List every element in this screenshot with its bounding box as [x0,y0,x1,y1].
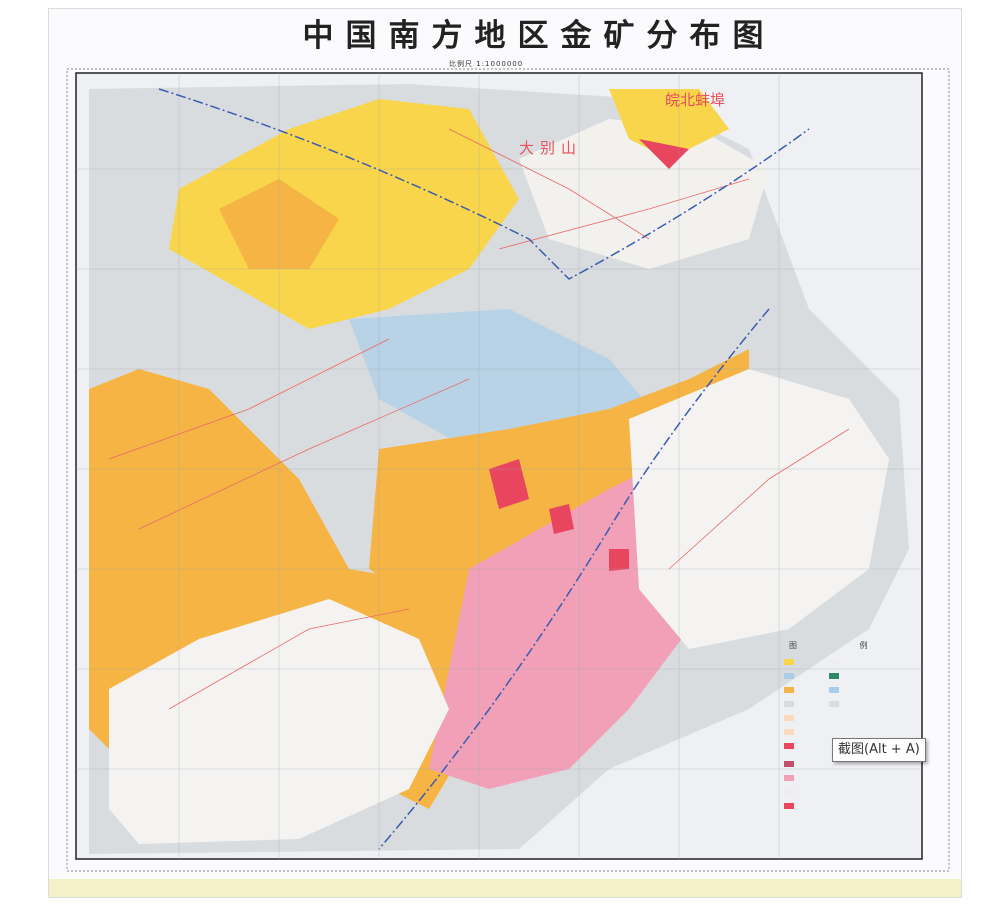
scale-label: 比例尺 1:1000000 [449,60,524,68]
boundary-line [158,88,810,850]
region-yellow-north [169,99,519,329]
screenshot-tooltip: 截图(Alt + A) [832,738,926,762]
map-title: 中国南方地区金矿分布图 [302,18,776,54]
place-label-wanbei-bengbu: 皖北蚌埠 [665,91,726,109]
region-yellow-northeast [609,89,729,159]
region-white-northeast [519,119,769,269]
region-red-spots [489,459,629,571]
place-label-dabieshan: 大别山 [519,139,583,157]
region-red-northeast [639,139,689,169]
scan-bottom-strip [49,879,961,897]
image-viewer: 中国南方地区金矿分布图 比例尺 1:1000000 皖北蚌埠 大别山 图 例 [48,8,962,898]
region-white-southeast [629,369,889,649]
outer-frame [66,68,950,872]
graticule [76,73,922,859]
legend-swatches [784,659,839,809]
gold-deposit-map-image [49,9,961,897]
fault-lines [108,128,850,710]
legend-title: 图 例 [789,641,898,650]
